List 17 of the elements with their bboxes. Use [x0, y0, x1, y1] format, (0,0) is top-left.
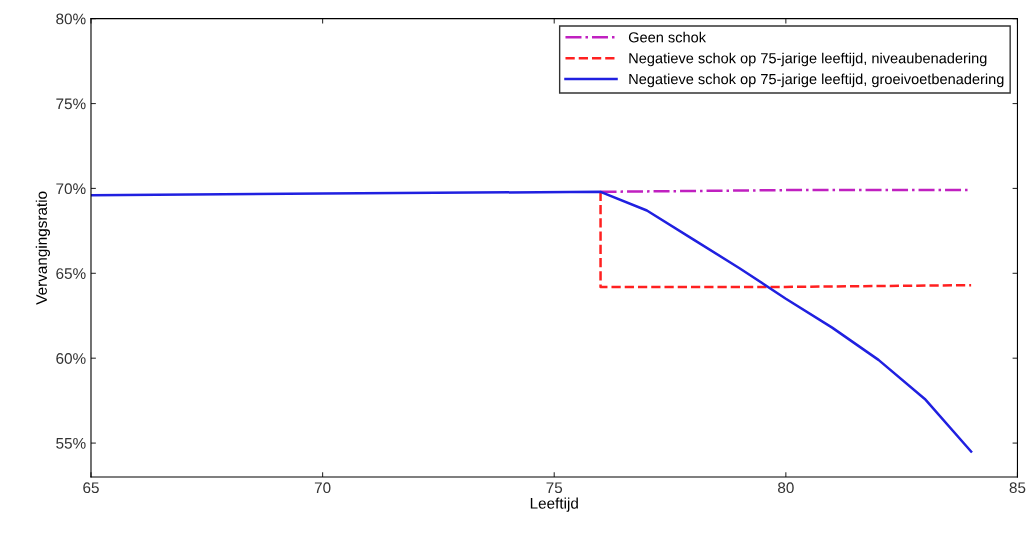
x-tick-label: 70 — [314, 482, 331, 494]
x-tick-label: 85 — [1009, 482, 1026, 494]
line-series — [90, 190, 973, 453]
legend-label: Geen schok — [628, 31, 707, 43]
y-tick-label: 80% — [56, 13, 86, 25]
y-tick-label: 70% — [56, 183, 86, 195]
y-axis-title: Vervangingsratio — [35, 191, 50, 305]
y-tick-label: 55% — [56, 438, 86, 449]
y-tick-label: 65% — [56, 268, 86, 279]
x-tick-label: 80 — [778, 482, 794, 494]
y-tick-label: 75% — [56, 98, 86, 110]
x-tick-label: 75 — [546, 482, 563, 494]
x-tick-label: 65 — [83, 482, 99, 494]
legend-label: Negatieve schok op 75-jarige leeftijd, niveaubenadering — [629, 52, 987, 67]
x-axis-title: Leeftijd — [530, 497, 578, 512]
legend-label: Negatieve schok op 75-jarige leeftijd, groeivoetbenadering — [629, 73, 1004, 88]
y-tick-label: 60% — [56, 353, 86, 364]
